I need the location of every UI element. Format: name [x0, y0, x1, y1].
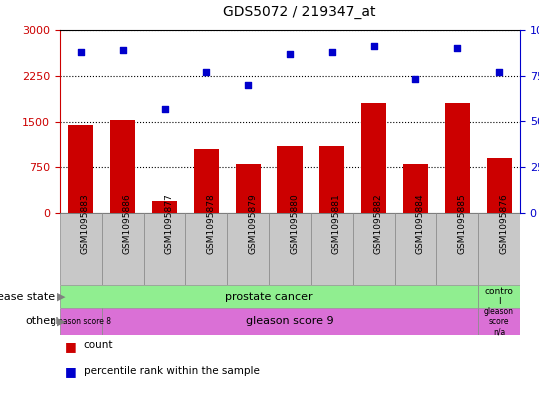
Point	[119, 47, 127, 53]
Bar	[60, 213, 102, 285]
Point	[160, 106, 169, 112]
Point	[202, 69, 211, 75]
Text: GSM1095876: GSM1095876	[499, 193, 508, 254]
Bar	[152, 201, 177, 213]
Bar	[236, 164, 261, 213]
Text: gleason score 8: gleason score 8	[51, 317, 111, 326]
Point	[495, 69, 503, 75]
Bar	[278, 146, 302, 213]
Point	[244, 82, 252, 88]
Text: other: other	[25, 316, 55, 327]
Point	[411, 76, 420, 83]
Text: GSM1095880: GSM1095880	[290, 193, 299, 254]
Bar	[403, 164, 428, 213]
Text: contro
l: contro l	[485, 287, 514, 306]
Text: GSM1095883: GSM1095883	[81, 193, 90, 254]
Text: GSM1095884: GSM1095884	[416, 193, 424, 254]
Bar	[395, 213, 437, 285]
Bar	[194, 149, 219, 213]
Text: GSM1095882: GSM1095882	[374, 193, 383, 254]
Bar	[361, 103, 386, 213]
Bar	[102, 308, 478, 335]
Text: count: count	[84, 340, 113, 350]
Text: gleason
score
n/a: gleason score n/a	[484, 307, 514, 336]
Point	[286, 51, 294, 57]
Bar	[478, 308, 520, 335]
Point	[328, 49, 336, 55]
Bar	[311, 213, 353, 285]
Text: GSM1095877: GSM1095877	[164, 193, 174, 254]
Text: GDS5072 / 219347_at: GDS5072 / 219347_at	[223, 5, 375, 19]
Point	[77, 49, 85, 55]
Bar	[269, 213, 311, 285]
Point	[369, 43, 378, 50]
Bar	[143, 213, 185, 285]
Bar	[68, 125, 93, 213]
Text: ▶: ▶	[57, 316, 66, 327]
Bar	[227, 213, 269, 285]
Bar	[102, 213, 143, 285]
Text: GSM1095879: GSM1095879	[248, 193, 257, 254]
Bar	[487, 158, 512, 213]
Text: ■: ■	[65, 340, 77, 353]
Bar	[445, 103, 470, 213]
Text: GSM1095881: GSM1095881	[332, 193, 341, 254]
Text: percentile rank within the sample: percentile rank within the sample	[84, 365, 260, 376]
Bar	[478, 285, 520, 308]
Text: prostate cancer: prostate cancer	[225, 292, 313, 301]
Bar	[437, 213, 478, 285]
Text: GSM1095886: GSM1095886	[123, 193, 132, 254]
Bar	[60, 308, 102, 335]
Point	[453, 45, 461, 51]
Text: ■: ■	[65, 365, 77, 378]
Bar	[319, 146, 344, 213]
Text: disease state: disease state	[0, 292, 55, 301]
Bar	[353, 213, 395, 285]
Text: GSM1095878: GSM1095878	[206, 193, 216, 254]
Text: gleason score 9: gleason score 9	[246, 316, 334, 327]
Text: ▶: ▶	[57, 292, 66, 301]
Bar	[185, 213, 227, 285]
Bar	[110, 120, 135, 213]
Text: GSM1095885: GSM1095885	[457, 193, 466, 254]
Bar	[478, 213, 520, 285]
